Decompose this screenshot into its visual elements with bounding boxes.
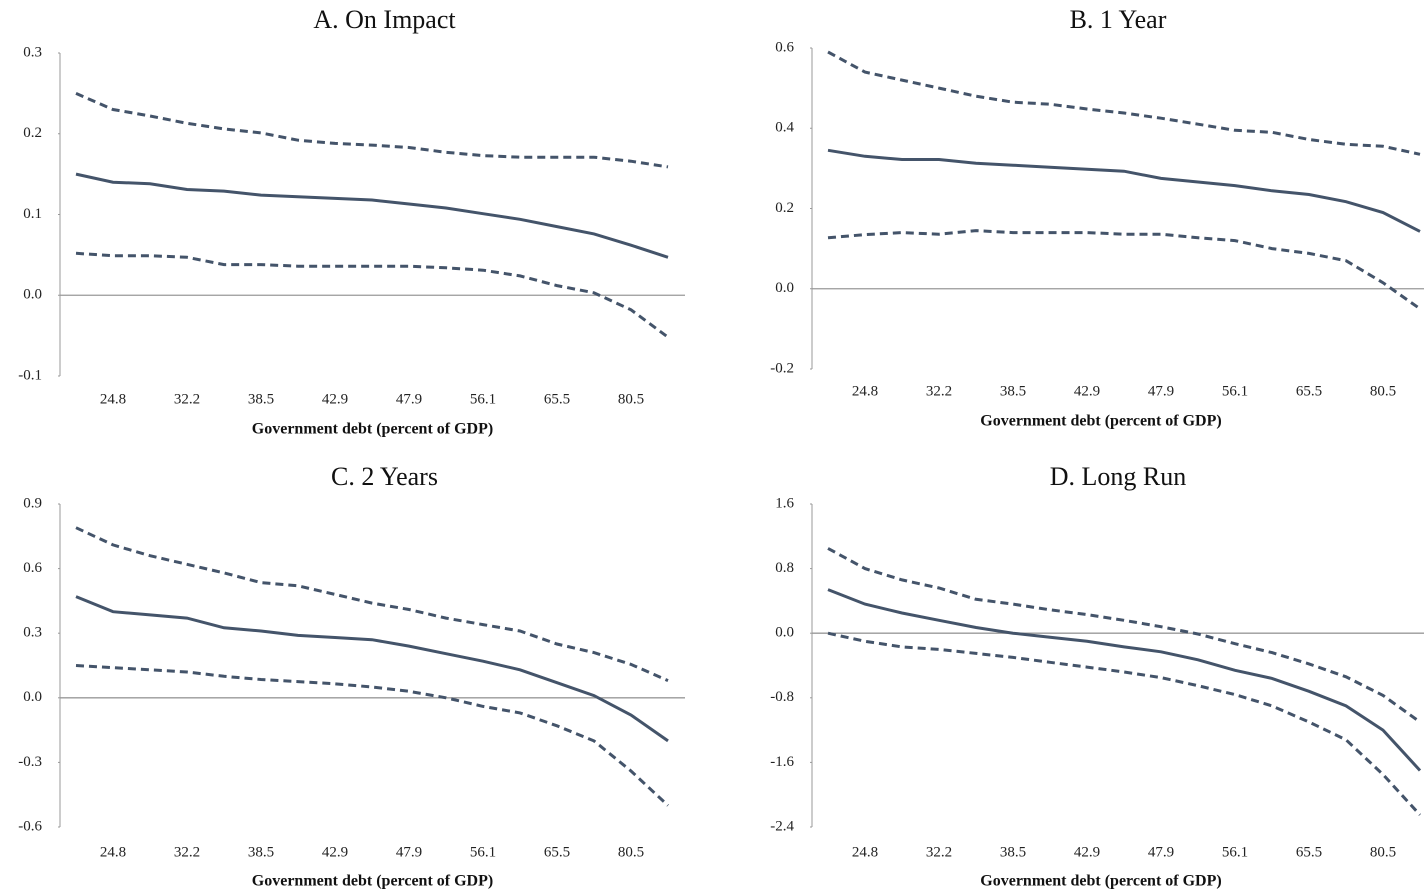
y-tick-label: 0.8 <box>775 560 794 576</box>
estimate-line <box>827 588 1422 772</box>
band-line <box>827 229 1421 311</box>
x-tick-label: 38.5 <box>248 844 274 860</box>
estimate-line <box>75 595 669 743</box>
band-line <box>827 50 1421 156</box>
x-tick-label: 32.2 <box>926 844 952 860</box>
y-tick-label: 0.2 <box>23 125 42 141</box>
band-line <box>75 664 670 807</box>
y-tick-label: 0.6 <box>775 39 794 55</box>
y-tick-label: 1.6 <box>775 495 794 511</box>
x-tick-label: 32.2 <box>174 391 200 407</box>
y-tick-label: -0.6 <box>18 818 42 834</box>
x-tick-label: 65.5 <box>1296 383 1322 399</box>
x-axis-title: Government debt (percent of GDP) <box>980 873 1221 890</box>
panel: D. Long Run -2.4 -1.6 -0.8 0.0 0.8 1.6 24.8 32.2… <box>770 462 1424 890</box>
x-tick-label: 80.5 <box>618 844 644 860</box>
x-tick-label: 47.9 <box>1148 383 1174 399</box>
x-tick-label: 56.1 <box>470 844 496 860</box>
x-tick-label: 47.9 <box>396 391 422 407</box>
y-tick-label: -2.4 <box>770 818 794 834</box>
band-line <box>75 526 669 682</box>
band-line <box>75 251 669 339</box>
x-tick-label: 65.5 <box>544 844 570 860</box>
y-tick-label: 0.6 <box>23 560 42 576</box>
x-tick-label: 80.5 <box>1370 383 1396 399</box>
x-tick-label: 38.5 <box>1000 844 1026 860</box>
y-tick-label: 0.0 <box>23 287 42 303</box>
y-tick-label: 0.0 <box>23 689 42 705</box>
y-tick-label: -0.3 <box>18 754 42 770</box>
y-tick-label: 0.4 <box>775 120 794 136</box>
estimate-line <box>75 172 669 259</box>
x-tick-label: 56.1 <box>470 391 496 407</box>
y-tick-label: 0.0 <box>775 280 794 296</box>
estimate-line <box>827 148 1421 233</box>
x-tick-label: 56.1 <box>1222 383 1248 399</box>
y-tick-label: 0.9 <box>23 495 42 511</box>
band-line <box>827 631 1422 816</box>
x-tick-label: 24.8 <box>100 391 126 407</box>
y-tick-label: 0.0 <box>775 625 794 641</box>
y-tick-label: 0.3 <box>23 625 42 641</box>
x-tick-label: 24.8 <box>852 844 878 860</box>
panel: B. 1 Year -0.2 0.0 0.2 0.4 0.6 24.8 32.2 38.5 42.… <box>770 5 1424 430</box>
x-tick-label: 42.9 <box>322 391 348 407</box>
y-tick-label: 0.3 <box>23 44 42 60</box>
panel-title: A. On Impact <box>313 5 456 34</box>
x-tick-label: 56.1 <box>1222 844 1248 860</box>
x-tick-label: 32.2 <box>926 383 952 399</box>
band-line <box>75 92 669 169</box>
x-tick-label: 47.9 <box>396 844 422 860</box>
y-tick-label: -0.2 <box>770 360 794 376</box>
x-tick-label: 42.9 <box>1074 383 1100 399</box>
y-tick-label: 0.1 <box>23 206 42 222</box>
panel: C. 2 Years -0.6 -0.3 0.0 0.3 0.6 0.9 24.8 32.2 38… <box>18 462 685 890</box>
x-tick-label: 65.5 <box>1296 844 1322 860</box>
y-tick-label: 0.2 <box>775 200 794 216</box>
x-tick-label: 24.8 <box>100 844 126 860</box>
y-tick-label: -0.8 <box>770 689 794 705</box>
y-tick-label: -1.6 <box>770 754 794 770</box>
x-tick-label: 80.5 <box>618 391 644 407</box>
band-line <box>827 547 1421 724</box>
x-tick-label: 65.5 <box>544 391 570 407</box>
x-tick-label: 42.9 <box>322 844 348 860</box>
x-axis-title: Government debt (percent of GDP) <box>252 421 493 438</box>
x-axis-title: Government debt (percent of GDP) <box>980 413 1221 430</box>
x-tick-label: 47.9 <box>1148 844 1174 860</box>
panel-title: C. 2 Years <box>331 462 438 491</box>
x-tick-label: 42.9 <box>1074 844 1100 860</box>
panel-title: D. Long Run <box>1050 462 1187 491</box>
x-tick-label: 38.5 <box>248 391 274 407</box>
x-axis-title: Government debt (percent of GDP) <box>252 873 493 890</box>
panel-title: B. 1 Year <box>1070 5 1167 34</box>
x-tick-label: 80.5 <box>1370 844 1396 860</box>
x-tick-label: 24.8 <box>852 383 878 399</box>
x-tick-label: 38.5 <box>1000 383 1026 399</box>
x-tick-label: 32.2 <box>174 844 200 860</box>
y-tick-label: -0.1 <box>18 367 42 383</box>
panel: A. On Impact -0.1 0.0 0.1 0.2 0.3 24.8 32.2 38.5… <box>18 5 685 438</box>
